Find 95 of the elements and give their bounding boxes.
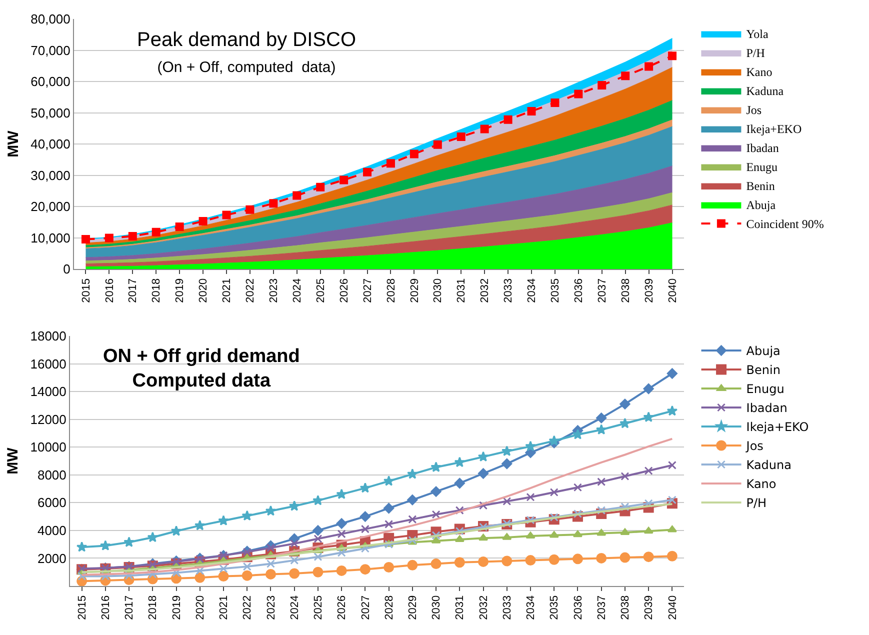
x-tick-label: 2029	[406, 595, 419, 620]
x-tick-label: 2032	[478, 595, 490, 620]
x-tick-label: 2038	[620, 278, 632, 303]
legend-label: Kano	[746, 477, 776, 492]
legend-label: Abuja	[746, 344, 780, 358]
x-tick-label: 2031	[456, 278, 468, 303]
y-tick-label: 40,000	[30, 136, 70, 152]
legend-label: Enugu	[746, 382, 784, 396]
x-tick-label: 2039	[643, 595, 656, 620]
y-tick-label: 80,000	[30, 12, 70, 27]
legend-label: Enugu	[746, 160, 778, 174]
x-tick-label: 2030	[430, 595, 443, 620]
x-tick-label: 2018	[150, 278, 163, 303]
x-tick-label: 2037	[596, 595, 608, 620]
legend-label: Ibadan	[746, 401, 788, 416]
x-tick-label: 2020	[198, 278, 210, 303]
x-tick-label: 2017	[127, 278, 140, 303]
x-tick-label: 2024	[288, 595, 301, 620]
x-tick-label: 2024	[291, 278, 304, 303]
x-tick-label: 2033	[501, 595, 514, 620]
x-tick-label: 2015	[76, 595, 88, 620]
x-tick-label: 2026	[336, 595, 348, 620]
x-tick-label: 2034	[526, 278, 538, 303]
x-tick-label: 2038	[620, 595, 632, 620]
legend-label: Kaduna	[746, 84, 784, 98]
x-tick-label: 2029	[408, 278, 421, 303]
text: Peak demand by DISCO	[137, 29, 356, 51]
y-tick-label: 6000	[37, 495, 66, 510]
y-tick-label: 60,000	[30, 74, 70, 90]
legend-label: P/H	[746, 496, 767, 510]
y-axis-title: MW	[4, 130, 22, 158]
y-tick-label: 20,000	[30, 199, 70, 214]
y-tick-label: 4000	[37, 522, 66, 538]
legend-label: Abuja	[746, 198, 776, 212]
x-tick-label: 2019	[170, 595, 183, 620]
legend-label: Ikeja+EKO	[746, 420, 809, 434]
x-tick-label: 2039	[643, 278, 656, 303]
x-tick-label: 2025	[314, 278, 327, 303]
x-tick-label: 2023	[265, 595, 278, 620]
x-tick-label: 2028	[385, 278, 398, 303]
x-tick-label: 2027	[362, 278, 374, 303]
x-tick-label: 2030	[432, 278, 444, 303]
x-tick-label: 2017	[124, 595, 136, 620]
x-tick-label: 2026	[338, 278, 350, 303]
x-tick-label: 2035	[550, 278, 562, 303]
y-tick-label: 2000	[37, 550, 66, 566]
legend-label: Kano	[746, 65, 772, 80]
legend-label: Jos	[746, 103, 762, 118]
x-tick-label: 2019	[174, 278, 186, 303]
x-tick-label: 2037	[596, 278, 608, 303]
y-tick-label: 12000	[30, 412, 66, 427]
x-tick-label: 2022	[242, 595, 254, 620]
y-tick-label: 10,000	[30, 230, 70, 246]
y-tick-label: 30,000	[30, 168, 70, 183]
x-tick-label: 2040	[666, 278, 679, 303]
x-tick-label: 2031	[454, 595, 466, 620]
legend-label: Coincident 90%	[746, 217, 824, 232]
legend-label: Kaduna	[746, 458, 792, 472]
x-tick-label: 2021	[221, 278, 234, 303]
y-tick-label: 18000	[30, 328, 66, 344]
y-tick-label: 50,000	[30, 105, 70, 120]
legend-label: Benin	[746, 363, 780, 378]
text: (On + Off, computed data)	[157, 59, 336, 76]
x-tick-label: 2015	[80, 278, 92, 303]
legend-label: Jos	[745, 439, 764, 454]
y-tick-label: 8000	[37, 467, 66, 482]
x-tick-label: 2027	[360, 595, 372, 620]
legend-label: P/H	[746, 46, 766, 60]
x-tick-label: 2021	[218, 595, 230, 620]
x-tick-label: 2033	[502, 278, 515, 303]
legend-label: Benin	[746, 179, 775, 194]
text: ON + Off grid demand Computed data	[103, 346, 300, 392]
x-tick-label: 2016	[104, 278, 116, 303]
x-tick-label: 2040	[666, 595, 679, 620]
y-axis-title: MW	[4, 446, 22, 474]
x-tick-label: 2023	[268, 278, 280, 303]
x-tick-label: 2016	[100, 595, 112, 620]
legend-label: Ibadan	[746, 141, 779, 156]
y-tick-label: 14000	[30, 384, 66, 400]
x-tick-label: 2028	[383, 595, 396, 620]
x-tick-label: 2036	[572, 595, 584, 620]
x-tick-label: 2034	[525, 595, 538, 620]
y-tick-label: 16000	[30, 356, 66, 372]
x-tick-label: 2022	[244, 278, 257, 303]
legend-label: Ikeja+EKO	[746, 122, 802, 136]
x-tick-label: 2025	[312, 595, 325, 620]
legend-label: Yola	[746, 27, 769, 42]
x-tick-label: 2032	[479, 278, 492, 303]
x-tick-label: 2020	[194, 595, 206, 620]
y-tick-label: 10000	[30, 440, 66, 455]
x-tick-label: 2035	[548, 595, 561, 620]
x-tick-label: 2036	[572, 278, 585, 303]
y-tick-label: 0	[63, 262, 70, 277]
y-tick-label: 70,000	[30, 42, 70, 58]
x-tick-label: 2018	[147, 595, 160, 620]
